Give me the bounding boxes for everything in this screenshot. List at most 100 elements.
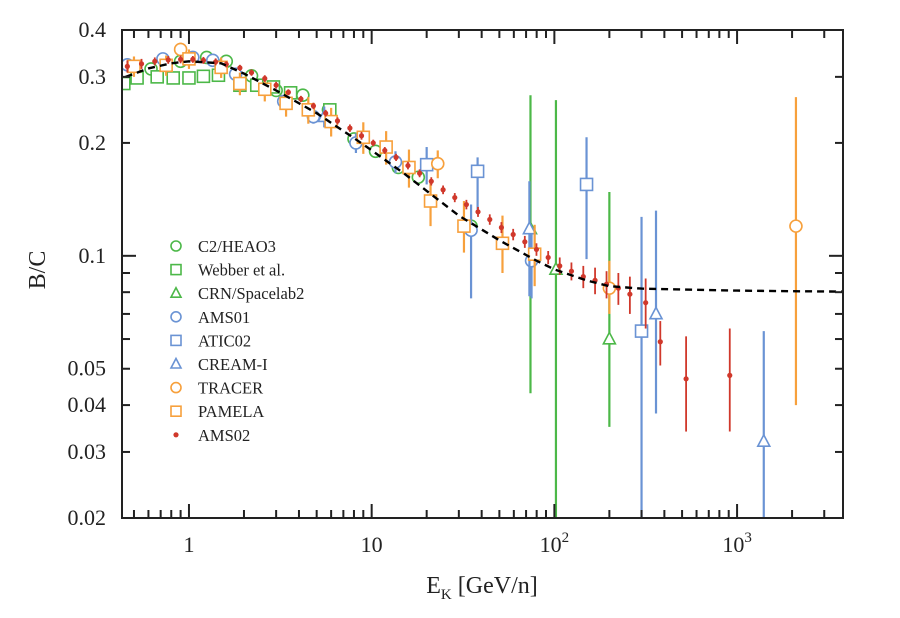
x-tick-label-base: 10 [361, 532, 383, 557]
data-point [627, 291, 633, 297]
y-tick-label: 0.3 [79, 64, 107, 89]
series-tracer [173, 42, 803, 406]
data-point [470, 164, 485, 179]
y-tick-label: 0.03 [68, 439, 107, 464]
legend-item: Webber et al. [170, 261, 285, 280]
x-tick-label-exponent: 3 [744, 530, 752, 546]
data-point [789, 219, 803, 233]
legend-label: CREAM-I [198, 355, 268, 374]
legend-label: TRACER [198, 379, 263, 398]
series-atic02 [419, 137, 649, 518]
legend-marker [170, 334, 182, 347]
legend-item: CREAM-I [169, 355, 268, 374]
series-ams02 [124, 55, 733, 432]
data-point [393, 154, 399, 160]
legend-item: C2/HEAO3 [170, 237, 276, 256]
data-point [279, 96, 293, 111]
legend-marker [173, 432, 179, 438]
data-point [262, 75, 268, 82]
x-tick-label-base: 10 [540, 532, 562, 557]
legend-marker [170, 240, 182, 252]
y-tick-label: 0.1 [79, 243, 107, 268]
data-point [522, 220, 537, 235]
x-axis-title: EK [GeV/n] [426, 573, 537, 603]
data-point [124, 63, 130, 69]
data-point [310, 103, 317, 109]
data-point [370, 140, 376, 146]
legend-marker [169, 285, 183, 298]
legend-item: PAMELA [170, 402, 264, 421]
legend-marker [169, 356, 183, 369]
legend-item: ATIC02 [170, 331, 251, 350]
data-point [522, 239, 528, 245]
y-tick-label: 0.05 [68, 356, 107, 381]
legend-item: AMS02 [173, 426, 250, 445]
x-tick-label-exponent: 2 [562, 530, 570, 546]
data-point [683, 376, 689, 382]
data-point [285, 89, 291, 95]
series-crn-spacelab2 [523, 95, 617, 518]
legend-marker [170, 405, 182, 418]
x-tick-label: 103 [722, 530, 752, 557]
data-point [428, 178, 434, 184]
data-point [122, 76, 131, 91]
data-point [648, 305, 664, 320]
x-tick-label: 102 [540, 530, 570, 557]
data-point [182, 71, 196, 85]
data-point [190, 56, 196, 62]
y-tick-label: 0.04 [68, 392, 107, 417]
data-point [643, 300, 649, 306]
x-tick-label: 1 [183, 532, 194, 557]
data-point [196, 69, 211, 84]
data-point [756, 433, 772, 448]
data-point [463, 201, 470, 208]
data-point [298, 96, 304, 102]
data-point [440, 187, 446, 193]
legend-item: CRN/Spacelab2 [169, 284, 304, 303]
x-tick-label-base: 1 [183, 532, 194, 557]
legend: C2/HEAO3 Webber et al. CRN/Spacelab2 AMS01 A… [169, 237, 304, 445]
y-tick-label: 0.4 [79, 17, 107, 42]
model-curve [125, 60, 843, 293]
legend-label: CRN/Spacelab2 [198, 284, 304, 303]
data-point [727, 372, 733, 378]
data-point [417, 170, 423, 176]
data-point [657, 339, 663, 345]
data-point [557, 263, 563, 269]
data-point [382, 147, 388, 154]
legend-item: AMS01 [170, 308, 250, 327]
data-point [405, 162, 411, 169]
data-point [358, 133, 365, 139]
y-tick-label: 0.02 [68, 505, 107, 530]
data-point [213, 59, 219, 65]
y-tick-label: 0.2 [79, 130, 107, 155]
data-point [138, 61, 145, 67]
legend-label: ATIC02 [198, 331, 251, 350]
data-point [347, 125, 353, 131]
data-point [579, 177, 594, 192]
data-point [165, 57, 171, 63]
data-point [568, 268, 575, 274]
data-point [510, 231, 516, 238]
data-point [475, 209, 481, 215]
data-point [178, 56, 184, 62]
data-point [457, 219, 471, 233]
data-point [166, 71, 181, 85]
data-point [634, 324, 649, 338]
x-tick-label: 10 [361, 532, 383, 557]
data-point [273, 82, 279, 88]
x-axis-title-sub: K [441, 587, 452, 603]
legend-label: C2/HEAO3 [198, 237, 276, 256]
legend-marker [170, 381, 182, 394]
data-point [237, 65, 243, 71]
legend-marker [170, 263, 182, 276]
data-point [498, 224, 505, 231]
legend-marker [170, 310, 182, 323]
x-axis-title-rest: [GeV/n] [452, 573, 538, 599]
data-point [423, 194, 438, 208]
x-axis-title-main: E [426, 573, 441, 599]
data-layer [122, 42, 843, 518]
data-point [152, 58, 158, 64]
data-point [150, 70, 164, 84]
